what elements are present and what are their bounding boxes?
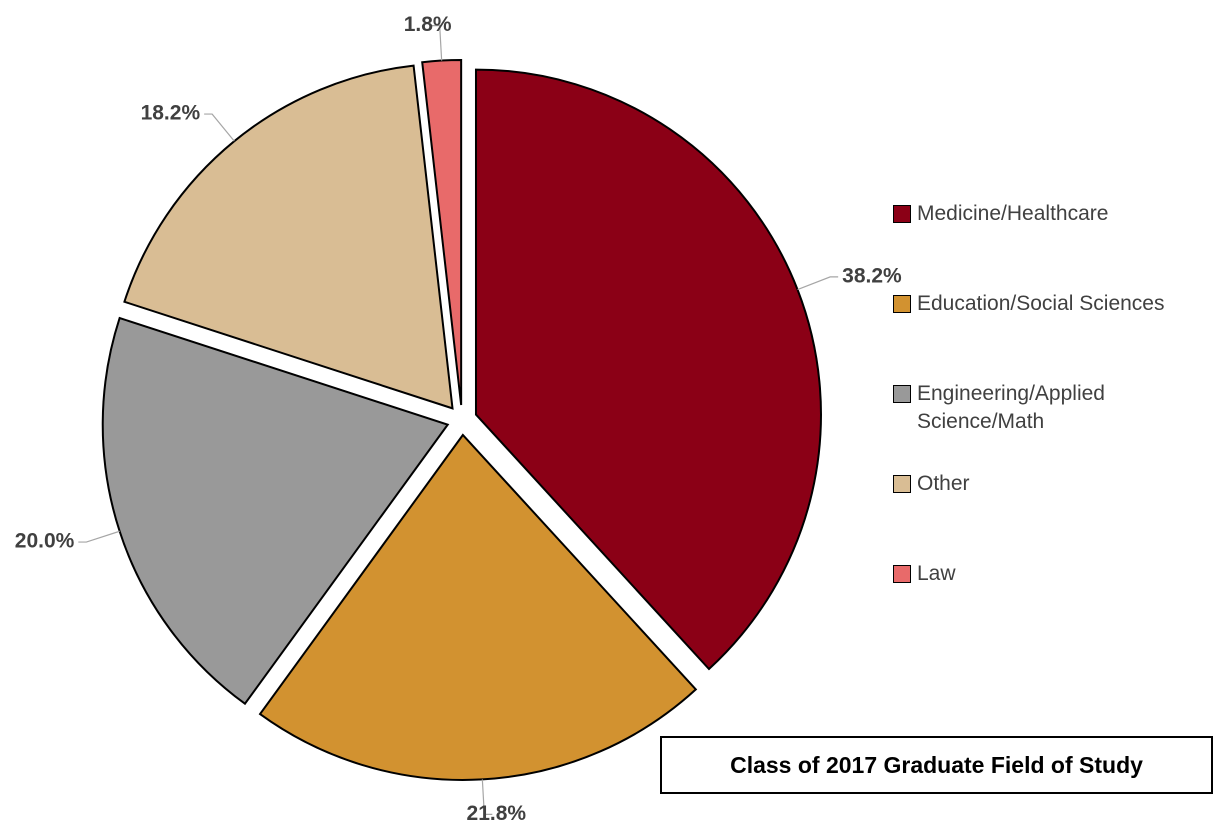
legend: Medicine/Healthcare Education/Social Scie… [893, 200, 1213, 650]
data-label: 38.2% [842, 264, 902, 287]
legend-label: Education/Social Sciences [917, 292, 1165, 315]
data-label: 1.8% [404, 13, 452, 36]
legend-item: Medicine/Healthcare [893, 200, 1213, 290]
data-label: 18.2% [141, 102, 201, 125]
legend-swatch [893, 295, 911, 313]
legend-label: Other [917, 472, 970, 495]
data-label: 20.0% [15, 530, 75, 553]
legend-label: Engineering/Applied Science/Math [917, 382, 1105, 433]
legend-swatch [893, 565, 911, 583]
legend-swatch [893, 385, 911, 403]
leader-line [431, 25, 443, 61]
legend-item: Education/Social Sciences [893, 290, 1213, 380]
legend-swatch [893, 475, 911, 493]
pie-slice [101, 316, 450, 706]
legend-label: Law [917, 562, 956, 585]
legend-item: Engineering/Applied Science/Math [893, 380, 1213, 470]
leader-line [204, 113, 235, 142]
leader-line [78, 530, 120, 543]
leader-line [797, 276, 839, 291]
legend-swatch [893, 205, 911, 223]
legend-label: Medicine/Healthcare [917, 202, 1109, 225]
pie-slice [258, 433, 698, 781]
legend-item: Law [893, 560, 1213, 650]
data-label: 21.8% [467, 802, 527, 825]
pie-slice [421, 59, 463, 406]
chart-title: Class of 2017 Graduate Field of Study [660, 736, 1213, 794]
leader-line [481, 779, 493, 815]
legend-item: Other [893, 470, 1213, 560]
pie-slice [123, 64, 454, 410]
